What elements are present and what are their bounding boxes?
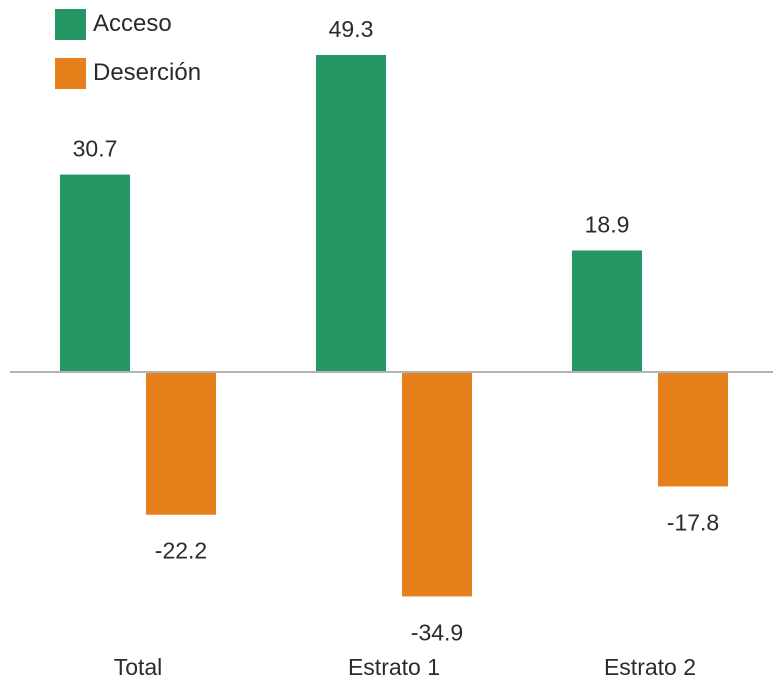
legend-label-desercion: Deserción [93,59,201,86]
bar-acceso-3 [572,250,642,372]
data-label-acceso-1: 30.7 [73,136,118,162]
data-label-desercion-1: -22.2 [155,538,207,564]
bar-desercion-3 [658,372,728,487]
bar-acceso-1 [60,174,130,372]
legend-label-acceso: Acceso [93,10,172,37]
category-label-2: Estrato 1 [348,654,440,678]
data-label-desercion-2: -34.9 [411,619,463,645]
plot-area: 30.7 -22.2 Total 49.3 -34.9 Estrato 1 18.9 -17.… [10,16,773,678]
data-label-acceso-3: 18.9 [585,211,630,237]
bar-desercion-2 [402,372,472,597]
legend: Acceso Deserción [55,9,201,89]
legend-swatch-acceso [55,9,86,40]
category-label-1: Total [114,654,163,678]
data-label-acceso-2: 49.3 [329,16,374,42]
category-label-3: Estrato 2 [604,654,696,678]
data-label-desercion-3: -17.8 [667,509,719,535]
bar-acceso-2 [316,55,386,372]
legend-swatch-desercion [55,58,86,89]
bar-desercion-1 [146,372,216,515]
